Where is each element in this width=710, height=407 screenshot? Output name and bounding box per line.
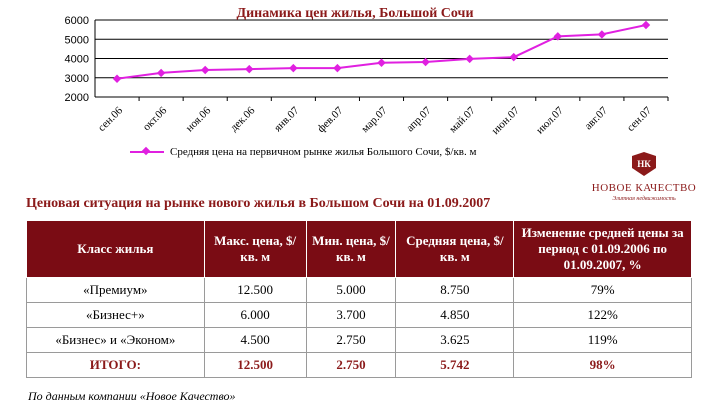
- cell-change: 122%: [513, 302, 692, 328]
- series-point: [377, 58, 386, 67]
- cell-change: 119%: [513, 327, 692, 353]
- x-tick-label: дек.06: [228, 104, 258, 134]
- x-tick-label: мар.07: [359, 104, 390, 135]
- series-point: [333, 63, 342, 73]
- cell-class: «Премиум»: [26, 277, 205, 303]
- total-avg-price: 5.742: [395, 352, 515, 378]
- series-point: [465, 54, 474, 64]
- source-note: По данным компании «Новое Качество»: [28, 389, 236, 403]
- table-header-row: Класс жилья Макс. цена, $/кв. м Мин. цен…: [26, 220, 692, 278]
- cell-max-price: 6.000: [203, 302, 307, 328]
- x-tick-label: июл.07: [534, 104, 566, 136]
- table-row: «Бизнес» и «Эконом» 4.500 2.750 3.625 11…: [26, 327, 692, 353]
- chart-title: Динамика цен жилья, Большой Сочи: [236, 6, 474, 21]
- total-min-price: 2.750: [305, 352, 397, 378]
- y-tick-label: 6000: [65, 15, 89, 27]
- cell-change: 79%: [513, 277, 692, 303]
- x-tick-label: июн.07: [490, 104, 523, 137]
- series-point: [289, 63, 298, 73]
- x-tick-label: сен.07: [625, 104, 655, 134]
- cell-avg-price: 3.625: [395, 327, 515, 353]
- series-point: [245, 64, 254, 74]
- svg-text:НК: НК: [637, 159, 651, 169]
- table-row: «Премиум» 12.500 5.000 8.750 79%: [26, 277, 692, 303]
- cell-class: «Бизнес» и «Эконом»: [26, 327, 205, 353]
- x-tick-label: сен.06: [96, 104, 126, 134]
- header-class: Класс жилья: [26, 220, 205, 278]
- y-tick-label: 3000: [65, 73, 89, 85]
- chart-axes: [94, 20, 669, 101]
- series-point: [641, 20, 651, 30]
- table-row: «Бизнес+» 6.000 3.700 4.850 122%: [26, 302, 692, 328]
- total-change: 98%: [513, 352, 692, 378]
- price-table: Класс жилья Макс. цена, $/кв. м Мин. цен…: [26, 220, 692, 378]
- logo-tagline: Элитная недвижимость: [612, 196, 676, 202]
- table-total-row: ИТОГО: 12.500 2.750 5.742 98%: [26, 352, 692, 378]
- cell-min-price: 3.700: [305, 302, 397, 328]
- header-avg-price: Средняя цена, $/кв. м: [395, 220, 515, 278]
- total-label: ИТОГО:: [26, 352, 205, 378]
- company-logo: НК НОВОЕ КАЧЕСТВО Элитная недвижимость: [584, 152, 704, 202]
- x-tick-label: авг.07: [582, 104, 610, 132]
- cell-min-price: 2.750: [305, 327, 397, 353]
- series-point: [200, 65, 210, 75]
- series-point: [112, 74, 122, 83]
- chart-legend: Средняя цена на первичном рынке жилья Бо…: [130, 146, 476, 158]
- x-tick-label: окт.06: [141, 104, 170, 133]
- series-point: [509, 52, 518, 62]
- legend-label: Средняя цена на первичном рынке жилья Бо…: [170, 146, 477, 158]
- header-change: Изменение средней цены за период с 01.09…: [513, 220, 692, 278]
- x-tick-label: ноя.06: [184, 104, 214, 134]
- table-title: Ценовая ситуация на рынке нового жилья в…: [26, 196, 491, 211]
- logo-name: НОВОЕ КАЧЕСТВО: [591, 182, 697, 194]
- logo-emblem-icon: НК: [632, 152, 656, 176]
- cell-avg-price: 4.850: [395, 302, 515, 328]
- series-point: [156, 68, 166, 78]
- cell-max-price: 12.500: [203, 277, 307, 303]
- total-max-price: 12.500: [203, 352, 307, 378]
- cell-min-price: 5.000: [305, 277, 397, 303]
- x-tick-label: янв.07: [272, 104, 302, 134]
- y-tick-label: 5000: [65, 34, 89, 46]
- legend-swatch: [130, 151, 164, 153]
- cell-avg-price: 8.750: [395, 277, 515, 303]
- header-max-price: Макс. цена, $/кв. м: [203, 220, 307, 278]
- cell-class: «Бизнес+»: [26, 302, 205, 328]
- y-tick-labels: 2000 3000 4000 5000 6000: [65, 15, 89, 104]
- series-line: [116, 24, 647, 80]
- series-markers: [112, 20, 651, 83]
- series-point: [421, 57, 430, 67]
- header-min-price: Мин. цена, $/кв. м: [305, 220, 397, 278]
- x-tick-labels: сен.06 окт.06 ноя.06 дек.06 янв.07 фев.07 мар.…: [96, 104, 655, 137]
- y-tick-label: 4000: [65, 54, 89, 66]
- x-tick-label: фев.07: [315, 104, 346, 135]
- price-chart: 2000 3000 4000 5000 6000 сен.06 окт.06 ноя.06 д…: [65, 15, 669, 137]
- cell-max-price: 4.500: [203, 327, 307, 353]
- x-tick-label: апр.07: [404, 104, 434, 134]
- series-point: [597, 30, 607, 39]
- x-tick-label: май.07: [447, 104, 478, 135]
- y-tick-label: 2000: [65, 92, 89, 104]
